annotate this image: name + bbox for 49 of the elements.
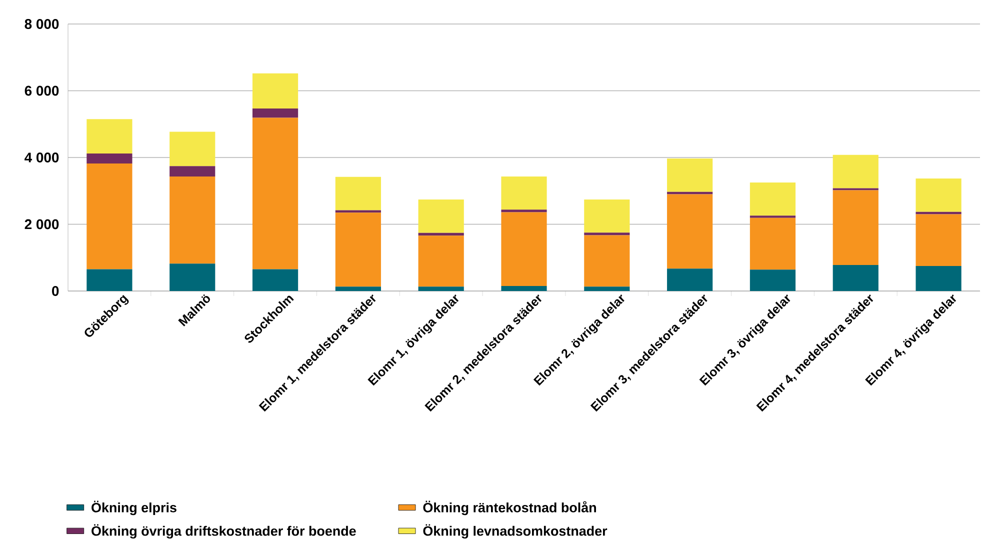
bar [750, 218, 796, 270]
bar [252, 108, 298, 118]
y-tick-label: 2 000 [24, 219, 59, 230]
bar [501, 176, 547, 210]
legend-label: Ökning räntekostnad bolån [423, 500, 596, 516]
bar [418, 236, 464, 287]
y-tick-label: 8 000 [24, 19, 59, 29]
bar [667, 158, 713, 192]
bar [584, 235, 630, 287]
bar [418, 200, 464, 233]
bar [86, 164, 132, 270]
bar [750, 182, 796, 216]
bar [584, 232, 630, 236]
legend-label: Ökning elpris [92, 500, 176, 516]
bar [252, 118, 298, 270]
bar [750, 270, 796, 292]
bar [501, 210, 547, 212]
bar [916, 178, 962, 212]
bar [584, 286, 630, 292]
bar [335, 210, 381, 213]
bar [252, 269, 298, 292]
bar [916, 214, 962, 266]
bar [832, 190, 878, 265]
legend-label: Ökning levnadsomkostnader [423, 524, 608, 539]
bar [86, 154, 132, 164]
bar [170, 166, 216, 177]
bar [86, 269, 132, 292]
bar [170, 264, 216, 292]
bar [170, 176, 216, 264]
bar [667, 194, 713, 269]
bar [832, 264, 878, 292]
bar [252, 73, 298, 108]
bar [418, 286, 464, 292]
bar [418, 232, 464, 236]
bar [335, 212, 381, 287]
bar [916, 266, 962, 292]
bar [832, 154, 878, 188]
bar [584, 200, 630, 233]
bar [170, 132, 216, 166]
bar [86, 119, 132, 154]
y-tick-label: 0 [52, 286, 59, 296]
bar [501, 212, 547, 286]
legend-label: Ökning övriga driftskostnader för boende [92, 524, 356, 539]
bar [335, 286, 381, 292]
bar [335, 176, 381, 210]
bar [501, 286, 547, 292]
bar [667, 268, 713, 292]
y-tick-label: 4 000 [24, 152, 59, 162]
y-tick-label: 6 000 [24, 86, 59, 96]
